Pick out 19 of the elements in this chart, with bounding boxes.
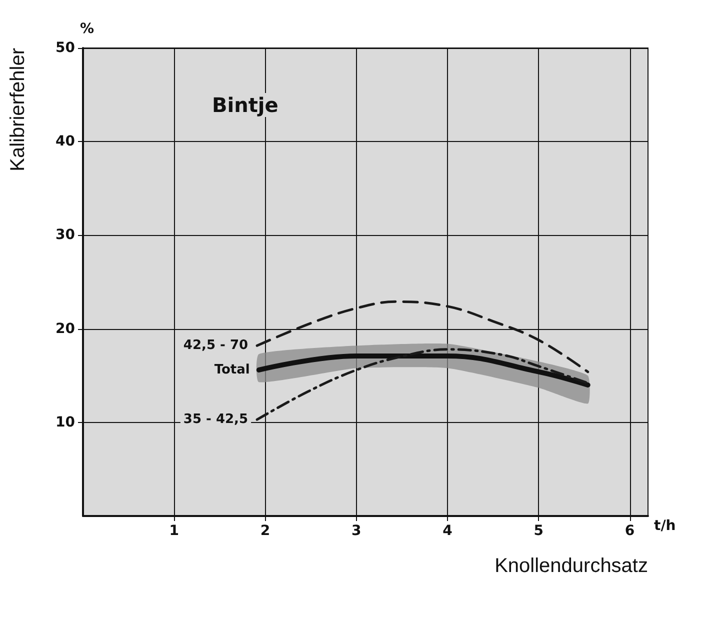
series-label: 42,5 - 70	[183, 338, 248, 354]
y-tick-label: 20	[56, 320, 76, 337]
x-axis-title: Knollendurchsatz	[494, 555, 648, 577]
y-tick-label: 10	[56, 414, 76, 430]
x-tick-label: 6	[624, 523, 635, 539]
x-tick-label: 2	[260, 523, 270, 539]
y-tick-label: 50	[56, 40, 76, 56]
text: t/h	[654, 518, 676, 534]
series-label: Total	[214, 362, 250, 378]
x-tick-label: 5	[534, 523, 544, 539]
x-tick-label: 1	[169, 523, 180, 539]
y-axis-title: Kalibrierfehler	[7, 48, 29, 172]
series-label: 35 - 42,5	[183, 412, 248, 428]
annotation: Bintje	[212, 93, 278, 117]
y-tick-label: 40	[56, 134, 76, 150]
text: %	[80, 21, 94, 37]
x-tick-label: 3	[352, 523, 362, 539]
x-tick-label: 4	[442, 523, 453, 539]
y-tick-label: 30	[56, 227, 76, 244]
